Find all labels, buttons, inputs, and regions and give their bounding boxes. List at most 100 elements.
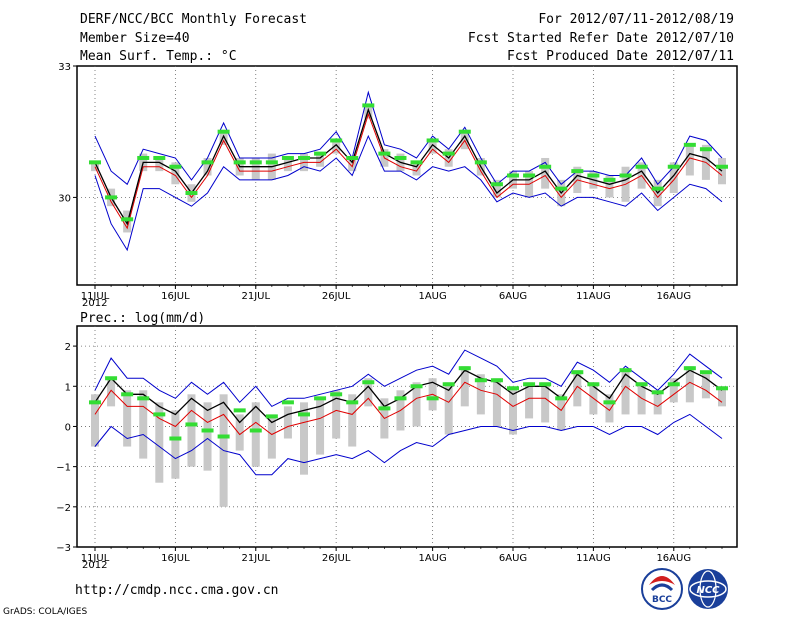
y-tick-label: −3 (56, 543, 71, 554)
x-tick-label: 1AUG (418, 291, 446, 302)
observation-marker (523, 382, 536, 387)
fcst-started-date: Fcst Started Refer Date 2012/07/10 (468, 31, 734, 46)
observation-marker (458, 129, 471, 134)
svg-text:BCC: BCC (652, 595, 672, 605)
forecast-period: For 2012/07/11-2012/08/19 (538, 12, 734, 27)
observation-marker (410, 384, 423, 389)
observation-marker (490, 182, 503, 187)
spread-bar (605, 175, 614, 198)
observation-marker (699, 370, 712, 375)
variable-label: Mean Surf. Temp.: °C (80, 49, 237, 64)
svg-text:NCC: NCC (696, 585, 720, 596)
observation-marker (330, 138, 343, 143)
observation-marker (555, 396, 568, 401)
observation-marker (346, 155, 359, 160)
observation-marker (683, 142, 696, 147)
observation-marker (571, 370, 584, 375)
observation-marker (651, 390, 664, 395)
spread-bar (541, 382, 550, 423)
observation-marker (458, 366, 471, 371)
spread-bar (364, 378, 373, 407)
spread-bar (669, 162, 678, 194)
observation-marker (217, 434, 230, 439)
spread-bar (203, 157, 212, 176)
spread-bar (219, 131, 228, 145)
member-size-label: Member Size=40 (80, 31, 190, 46)
observation-marker (298, 412, 310, 417)
spread-bar (621, 370, 630, 415)
upper-envelope-line (94, 349, 723, 408)
spread-bar (701, 374, 710, 399)
observation-marker (137, 155, 150, 160)
observation-marker (105, 376, 118, 381)
observation-marker (667, 164, 680, 169)
x-tick-label: 21JUL (241, 291, 270, 302)
observation-marker (233, 408, 246, 413)
observation-marker (314, 151, 327, 156)
lower-envelope-line (94, 134, 723, 252)
spread-bar (251, 402, 260, 467)
spread-bar (107, 378, 116, 407)
x-tick-label: 26JUL (322, 291, 351, 302)
observation-marker (507, 386, 519, 391)
x-tick-label: 11JUL (81, 291, 110, 302)
spread-bar (283, 406, 292, 439)
x-tick-label: 11AUG (576, 291, 611, 302)
spread-bar (685, 144, 694, 176)
observation-marker (314, 396, 327, 401)
ensemble-line (94, 369, 723, 424)
x-tick-label: 11AUG (576, 553, 611, 564)
spread-bar (316, 398, 325, 455)
observation-marker (539, 164, 552, 169)
observation-marker (507, 173, 519, 178)
observation-marker (442, 151, 455, 156)
spread-bar (669, 378, 678, 403)
observation-marker (651, 186, 664, 191)
spread-bar (541, 157, 550, 189)
spread-bar (155, 402, 164, 483)
observation-marker (667, 382, 680, 387)
plot-frame (76, 325, 738, 548)
spread-bar (685, 366, 694, 403)
spread-bar (476, 374, 485, 415)
observation-marker (153, 155, 166, 160)
spread-bar (444, 382, 453, 435)
observation-marker (426, 138, 439, 143)
x-tick-label: 6AUG (499, 553, 527, 564)
x-tick-label: 21JUL (241, 553, 270, 564)
observation-marker (378, 406, 391, 411)
spread-bar (718, 386, 726, 407)
spread-bar (187, 394, 196, 467)
spread-bar (557, 394, 566, 431)
observation-marker (201, 160, 214, 165)
mean-line (94, 112, 723, 230)
observation-marker (603, 400, 616, 405)
observation-marker (426, 396, 439, 401)
observation-marker (281, 400, 294, 405)
source-url[interactable]: http://cmdp.ncc.cma.gov.cn (75, 583, 279, 598)
x-tick-label: 1AUG (418, 553, 446, 564)
spread-bar (605, 394, 614, 423)
observation-marker (217, 129, 230, 134)
spread-bar (91, 394, 99, 447)
spread-bar (267, 414, 276, 459)
observation-marker (442, 382, 455, 387)
spread-bar (428, 140, 437, 154)
x-tick-label: 6AUG (499, 291, 527, 302)
spread-bar (203, 402, 212, 471)
spread-bar (412, 382, 421, 427)
spread-bar (235, 414, 244, 451)
observation-marker (281, 155, 294, 160)
x-tick-label: 26JUL (322, 553, 351, 564)
observation-marker (474, 160, 487, 165)
observation-marker (185, 422, 198, 427)
spread-bar (525, 382, 534, 419)
observation-marker (490, 378, 503, 383)
observation-marker (587, 382, 600, 387)
spread-bar (492, 378, 501, 427)
spread-bar (718, 157, 726, 185)
spread-bar (460, 366, 469, 407)
y-tick-label: 0 (65, 422, 71, 433)
figure-title: DERF/NCC/BCC Monthly Forecast (80, 12, 307, 27)
plot-frame (76, 65, 738, 286)
